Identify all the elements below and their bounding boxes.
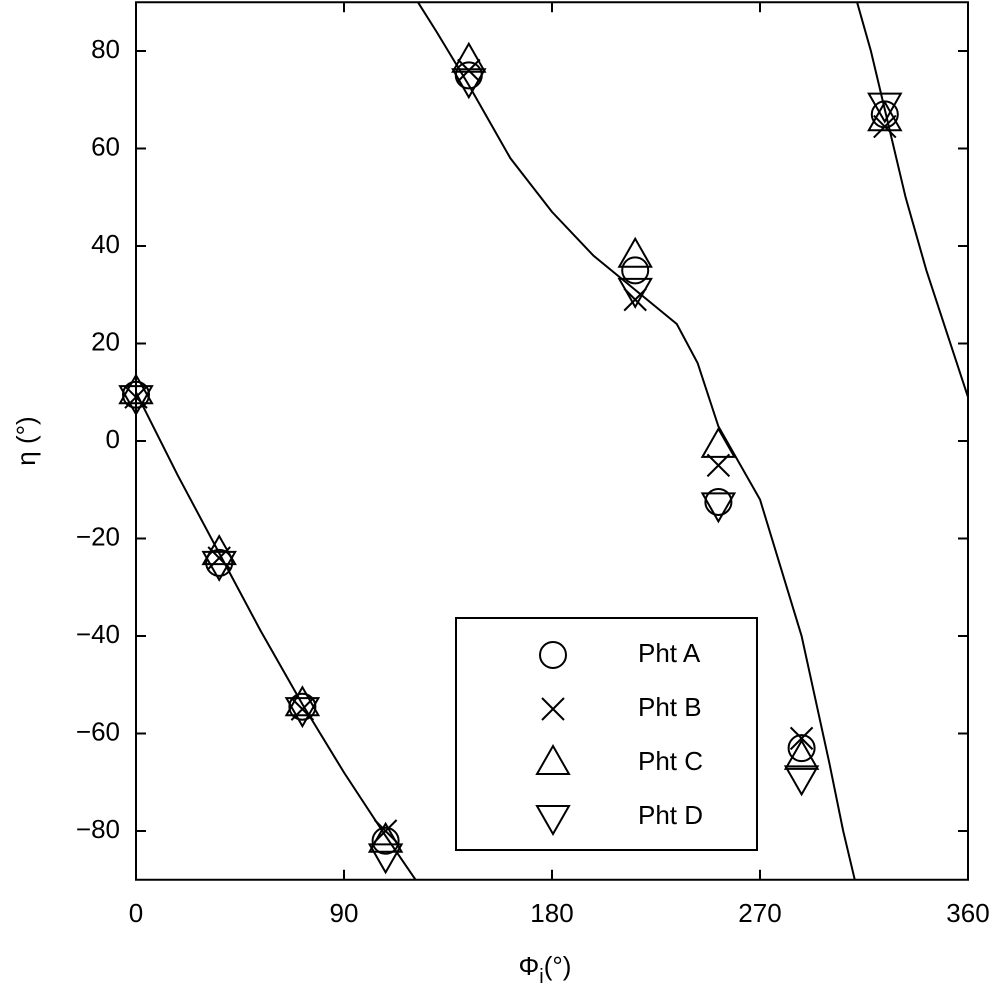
legend-marker [535,805,571,837]
legend-label: Pht A [638,638,701,668]
marker-x [457,58,481,83]
marker-circle [205,548,234,577]
marker-circle [704,487,733,516]
marker-triangle-down [783,765,820,797]
legend-marker [541,697,565,721]
legend-label: Pht D [638,800,703,830]
marker-triangle-up [284,685,321,717]
marker-triangle-down [451,68,487,100]
marker-triangle-up [201,534,237,566]
marker-x [873,114,897,139]
x-tick-label: 180 [530,898,573,928]
marker-x [706,453,731,478]
marker-circle [787,734,816,763]
x-axis-label: Φi(°) [519,951,572,988]
y-tick-label: −40 [76,619,120,649]
legend-marker [535,743,571,775]
marker-triangle-up [617,236,653,268]
marker-triangle-up [700,426,737,458]
y-tick-label: 20 [91,326,120,356]
y-tick-label: 40 [91,229,120,259]
legend-label: Pht C [638,746,703,776]
x-label-unit: (°) [544,951,572,981]
y-tick-label: −20 [76,521,120,551]
x-tick-label: 270 [738,898,781,928]
marker-triangle-down [700,492,737,524]
marker-triangle-up [367,821,404,853]
y-axis-label: η (°) [11,416,41,465]
marker-triangle-down [617,277,653,309]
marker-triangle-up [118,373,154,405]
marker-triangle-up [451,41,487,73]
marker-circle [371,826,400,855]
legend-marker [539,641,567,669]
marker-triangle-down [367,843,404,875]
marker-triangle-down [867,92,903,124]
x-label-subscript: i [539,966,543,988]
marker-triangle-up [783,738,820,770]
legend-box [455,617,758,851]
x-label-symbol: Φ [519,951,540,981]
marker-triangle-down [118,385,154,417]
marker-triangle-down [201,550,237,582]
marker-circle [621,256,650,285]
x-tick-label: 90 [330,898,359,928]
y-tick-label: 60 [91,131,120,161]
marker-x [789,726,814,751]
legend-label: Pht B [638,692,702,722]
marker-circle [122,380,150,409]
x-tick-label: 0 [129,898,143,928]
marker-triangle-down [284,697,321,729]
x-tick-label: 360 [946,898,989,928]
y-tick-label: −60 [76,716,120,746]
marker-triangle-up [867,100,903,132]
y-tick-label: 80 [91,34,120,64]
marker-circle [288,692,317,721]
y-tick-label: 0 [106,424,120,454]
y-tick-label: −80 [76,814,120,844]
